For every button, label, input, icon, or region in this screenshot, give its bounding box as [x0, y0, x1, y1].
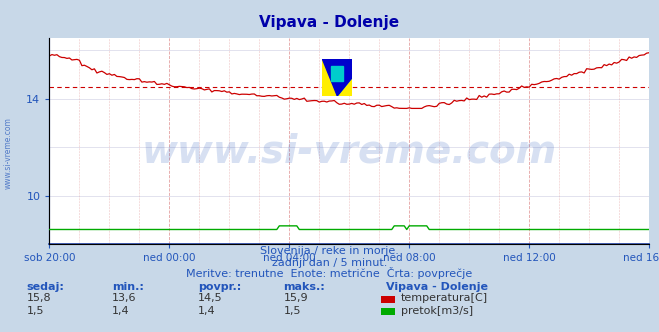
- Text: povpr.:: povpr.:: [198, 282, 241, 291]
- Text: 15,8: 15,8: [26, 293, 51, 303]
- Text: 14,5: 14,5: [198, 293, 222, 303]
- Text: 15,9: 15,9: [283, 293, 308, 303]
- Text: www.si-vreme.com: www.si-vreme.com: [3, 117, 13, 189]
- Text: Meritve: trenutne  Enote: metrične  Črta: povprečje: Meritve: trenutne Enote: metrične Črta: …: [186, 267, 473, 279]
- Text: sedaj:: sedaj:: [26, 282, 64, 291]
- Text: Vipava - Dolenje: Vipava - Dolenje: [386, 282, 488, 291]
- Text: 13,6: 13,6: [112, 293, 136, 303]
- Text: zadnji dan / 5 minut.: zadnji dan / 5 minut.: [272, 258, 387, 268]
- Text: 1,5: 1,5: [26, 306, 44, 316]
- Text: www.si-vreme.com: www.si-vreme.com: [142, 132, 557, 170]
- Text: 1,4: 1,4: [198, 306, 215, 316]
- Text: Slovenija / reke in morje.: Slovenija / reke in morje.: [260, 246, 399, 256]
- Text: Vipava - Dolenje: Vipava - Dolenje: [260, 15, 399, 30]
- Text: min.:: min.:: [112, 282, 144, 291]
- Text: temperatura[C]: temperatura[C]: [401, 293, 488, 303]
- Text: 1,5: 1,5: [283, 306, 301, 316]
- Text: pretok[m3/s]: pretok[m3/s]: [401, 306, 473, 316]
- Text: 1,4: 1,4: [112, 306, 130, 316]
- Text: maks.:: maks.:: [283, 282, 325, 291]
